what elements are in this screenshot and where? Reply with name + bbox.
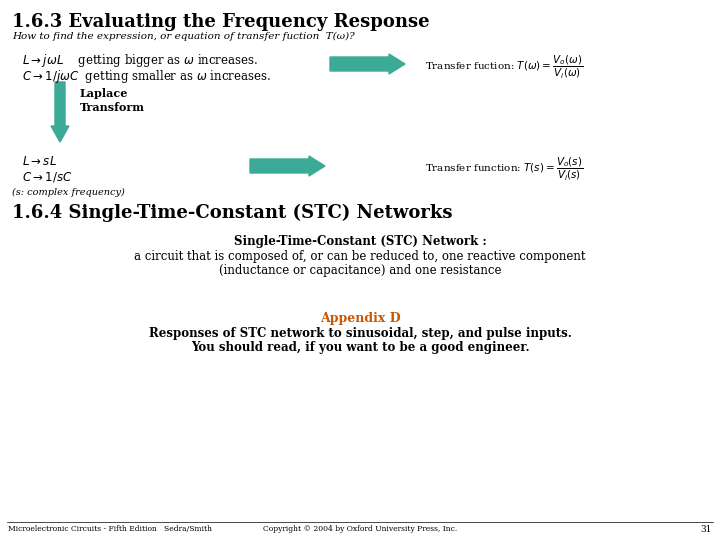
Text: Microelectronic Circuits - Fifth Edition   Sedra/Smith: Microelectronic Circuits - Fifth Edition… xyxy=(8,525,212,533)
Text: Transfer function: $T(s) = \dfrac{V_o(s)}{V_i(s)}$: Transfer function: $T(s) = \dfrac{V_o(s)… xyxy=(425,155,583,182)
Text: How to find the expression, or equation of transfer fuction  T(ω)?: How to find the expression, or equation … xyxy=(12,32,355,41)
FancyArrow shape xyxy=(330,54,405,74)
Text: Appendix D: Appendix D xyxy=(320,312,400,325)
Text: 31: 31 xyxy=(701,525,712,534)
Text: a circuit that is composed of, or can be reduced to, one reactive component: a circuit that is composed of, or can be… xyxy=(134,250,586,263)
Text: 1.6.4 Single-Time-Constant (STC) Networks: 1.6.4 Single-Time-Constant (STC) Network… xyxy=(12,204,452,222)
Text: $C \rightarrow 1/ j\omega C$  getting smaller as $\omega$ increases.: $C \rightarrow 1/ j\omega C$ getting sma… xyxy=(22,68,271,85)
Text: $C \rightarrow 1/ sC$: $C \rightarrow 1/ sC$ xyxy=(22,170,72,184)
FancyArrow shape xyxy=(51,82,69,142)
Text: Copyright © 2004 by Oxford University Press, Inc.: Copyright © 2004 by Oxford University Pr… xyxy=(263,525,457,533)
Text: Laplace: Laplace xyxy=(80,88,128,99)
Text: Single-Time-Constant (STC) Network :: Single-Time-Constant (STC) Network : xyxy=(233,235,487,248)
Text: Responses of STC network to sinusoidal, step, and pulse inputs.: Responses of STC network to sinusoidal, … xyxy=(148,327,572,340)
Text: $L \rightarrow sL$: $L \rightarrow sL$ xyxy=(22,155,57,168)
Text: You should read, if you want to be a good engineer.: You should read, if you want to be a goo… xyxy=(191,341,529,354)
Text: (inductance or capacitance) and one resistance: (inductance or capacitance) and one resi… xyxy=(219,264,501,277)
Text: $L \rightarrow j\omega L$    getting bigger as $\omega$ increases.: $L \rightarrow j\omega L$ getting bigger… xyxy=(22,52,258,69)
Text: Transfer fuction: $T(\omega) = \dfrac{V_o(\omega)}{V_i(\omega)}$: Transfer fuction: $T(\omega) = \dfrac{V_… xyxy=(425,53,583,80)
Text: Transform: Transform xyxy=(80,102,145,113)
Text: (s: complex frequency): (s: complex frequency) xyxy=(12,188,125,197)
FancyArrow shape xyxy=(250,156,325,176)
Text: 1.6.3 Evaluating the Frequency Response: 1.6.3 Evaluating the Frequency Response xyxy=(12,13,430,31)
